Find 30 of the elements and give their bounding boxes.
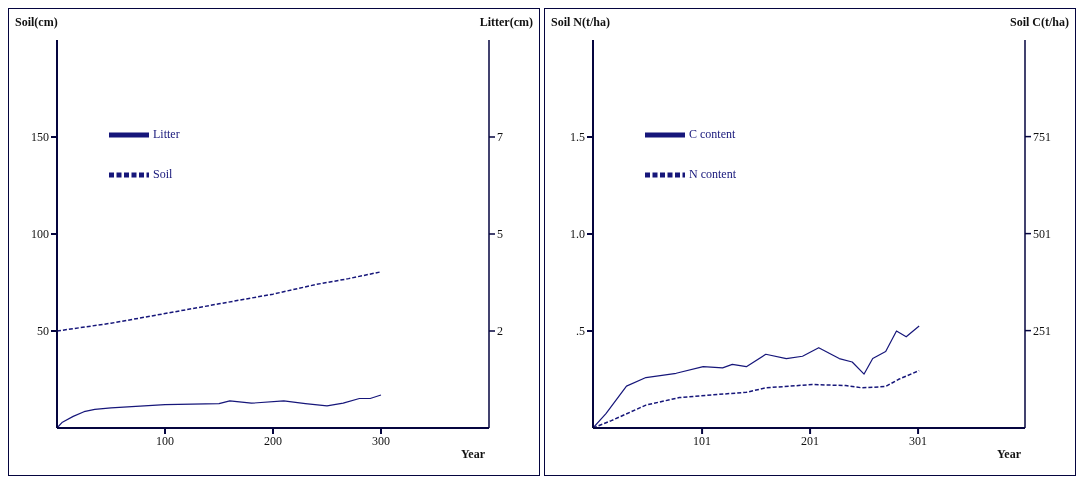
y2-tick-label: 501	[1033, 226, 1051, 241]
legend-label: Soil	[153, 166, 173, 181]
y-tick-label: 1.5	[570, 130, 585, 145]
y-tick-label: 1.0	[570, 227, 585, 242]
y-tick-label: .5	[576, 324, 585, 339]
legend-label: Litter	[153, 126, 180, 141]
x-tick-label: 200	[264, 433, 282, 448]
legend-label: C content	[689, 126, 736, 141]
legend-label: N content	[689, 166, 736, 181]
x-tick-label: 301	[909, 433, 928, 448]
x-axis-title: Year	[461, 447, 486, 461]
y2-tick-label: 2	[497, 324, 503, 339]
x-tick-label: 100	[156, 433, 174, 448]
y2-tick-label: 7	[497, 130, 503, 145]
line-series	[57, 271, 382, 332]
line-series	[57, 394, 382, 428]
y2-tick-label: 251	[1033, 323, 1051, 338]
y2-tick-label: 751	[1033, 129, 1051, 144]
x-tick-label: 201	[801, 433, 820, 448]
x-tick-label: 101	[693, 433, 712, 448]
y2-axis-title: Soil C(t/ha)	[1009, 15, 1069, 30]
x-axis-title: Year	[997, 447, 1022, 461]
y2-axis-title: Litter(cm)	[479, 15, 533, 30]
y-tick-label: 50	[37, 324, 49, 339]
y-axis-title: Soil N(t/ha)	[551, 15, 611, 30]
y2-tick-label: 5	[497, 227, 503, 242]
y-tick-label: 100	[31, 227, 49, 242]
y-axis-title: Soil(cm)	[15, 15, 58, 30]
x-tick-label: 300	[372, 433, 390, 448]
y-tick-label: 150	[31, 130, 49, 145]
